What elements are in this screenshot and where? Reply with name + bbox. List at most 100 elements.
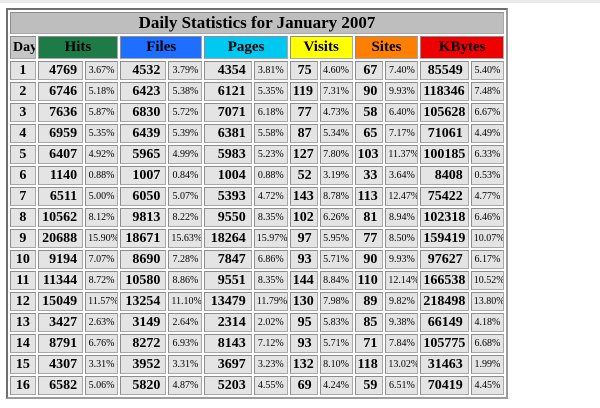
value-cell: 13479 [204,292,252,311]
value-cell: 110 [354,271,384,290]
value-cell: 8143 [204,334,252,353]
percent-cell: 9.82% [385,292,419,311]
day-cell: 11 [10,271,36,290]
percent-cell: 0.88% [253,166,288,185]
percent-cell: 12.14% [385,271,419,290]
percent-cell: 11.57% [85,292,119,311]
value-cell: 10562 [37,208,84,227]
percent-cell: 3.19% [319,166,353,185]
value-cell: 5983 [204,145,252,164]
value-cell: 20688 [37,229,84,248]
percent-cell: 6.46% [470,208,504,227]
percent-cell: 7.17% [385,124,419,143]
value-cell: 90 [354,82,384,101]
day-cell: 10 [10,250,36,269]
percent-cell: 5.83% [319,313,353,332]
day-cell: 15 [10,355,36,374]
value-cell: 5203 [204,376,252,395]
value-cell: 70419 [420,376,469,395]
column-header-files: Files [120,36,203,59]
value-cell: 6423 [120,82,167,101]
percent-cell: 4.18% [470,313,504,332]
value-cell: 9194 [37,250,84,269]
value-cell: 3952 [120,355,167,374]
day-cell: 1 [10,61,36,80]
column-header-hits: Hits [37,36,119,59]
table-row: 8 10562 8.12% 9813 8.22% 9550 8.35% 102 6.26% 81 8… [10,208,504,227]
percent-cell: 11.10% [168,292,203,311]
value-cell: 130 [289,292,318,311]
value-cell: 127 [289,145,318,164]
percent-cell: 3.31% [168,355,203,374]
table-row: 13 3427 2.63% 3149 2.64% 2314 2.02% 95 5.83% 85 9.… [10,313,504,332]
value-cell: 2314 [204,313,252,332]
value-cell: 1004 [204,166,252,185]
value-cell: 85 [354,313,384,332]
percent-cell: 9.38% [385,313,419,332]
percent-cell: 8.84% [319,271,353,290]
percent-cell: 1.99% [470,355,504,374]
percent-cell: 11.79% [253,292,288,311]
value-cell: 97627 [420,250,469,269]
value-cell: 89 [354,292,384,311]
percent-cell: 4.49% [470,124,504,143]
table-row: 11 11344 8.72% 10580 8.86% 9551 8.35% 144 8.84% 1… [10,271,504,290]
percent-cell: 6.17% [470,250,504,269]
column-header-row: Day Hits Files Pages Visits Sites KBytes [10,36,504,59]
percent-cell: 5.00% [85,187,119,206]
value-cell: 102318 [420,208,469,227]
value-cell: 75422 [420,187,469,206]
title-row: Daily Statistics for January 2007 [10,12,504,34]
percent-cell: 6.40% [385,103,419,122]
value-cell: 93 [289,250,318,269]
value-cell: 9551 [204,271,252,290]
percent-cell: 2.63% [85,313,119,332]
value-cell: 93 [289,334,318,353]
value-cell: 3149 [120,313,167,332]
value-cell: 218498 [420,292,469,311]
day-cell: 16 [10,376,36,395]
value-cell: 7847 [204,250,252,269]
percent-cell: 11.37% [385,145,419,164]
percent-cell: 12.47% [385,187,419,206]
percent-cell: 4.87% [168,376,203,395]
percent-cell: 10.52% [470,271,504,290]
percent-cell: 4.99% [168,145,203,164]
value-cell: 5393 [204,187,252,206]
daily-statistics-table: Daily Statistics for January 2007 Day Hi… [6,8,508,399]
percent-cell: 6.93% [168,334,203,353]
table-row: 6 1140 0.88% 1007 0.84% 1004 0.88% 52 3.19% 33 3.6… [10,166,504,185]
value-cell: 144 [289,271,318,290]
table-row: 9 20688 15.90% 18671 15.63% 18264 15.97% 97 5.95… [10,229,504,248]
value-cell: 119 [289,82,318,101]
value-cell: 102 [289,208,318,227]
percent-cell: 5.71% [319,334,353,353]
value-cell: 6407 [37,145,84,164]
percent-cell: 5.87% [85,103,119,122]
table-row: 7 6511 5.00% 6050 5.07% 5393 4.72% 143 8.78% 113 1… [10,187,504,206]
value-cell: 6050 [120,187,167,206]
day-cell: 6 [10,166,36,185]
percent-cell: 0.88% [85,166,119,185]
percent-cell: 5.71% [319,250,353,269]
table-row: 4 6959 5.35% 6439 5.39% 6381 5.58% 87 5.34% 65 7.1… [10,124,504,143]
value-cell: 159419 [420,229,469,248]
value-cell: 1007 [120,166,167,185]
value-cell: 5965 [120,145,167,164]
percent-cell: 7.31% [319,82,353,101]
value-cell: 9813 [120,208,167,227]
percent-cell: 5.34% [319,124,353,143]
table-row: 14 8791 6.76% 8272 6.93% 8143 7.12% 93 5.71% 71 7.… [10,334,504,353]
percent-cell: 5.58% [253,124,288,143]
table-row: 3 7636 5.87% 6830 5.72% 7071 6.18% 77 4.73% 58 6.4… [10,103,504,122]
value-cell: 31463 [420,355,469,374]
value-cell: 166538 [420,271,469,290]
percent-cell: 7.48% [470,82,504,101]
table-row: 5 6407 4.92% 5965 4.99% 5983 5.23% 127 7.80% 103 1… [10,145,504,164]
value-cell: 6582 [37,376,84,395]
value-cell: 77 [289,103,318,122]
value-cell: 77 [354,229,384,248]
column-header-visits: Visits [289,36,353,59]
value-cell: 6959 [37,124,84,143]
percent-cell: 5.06% [85,376,119,395]
